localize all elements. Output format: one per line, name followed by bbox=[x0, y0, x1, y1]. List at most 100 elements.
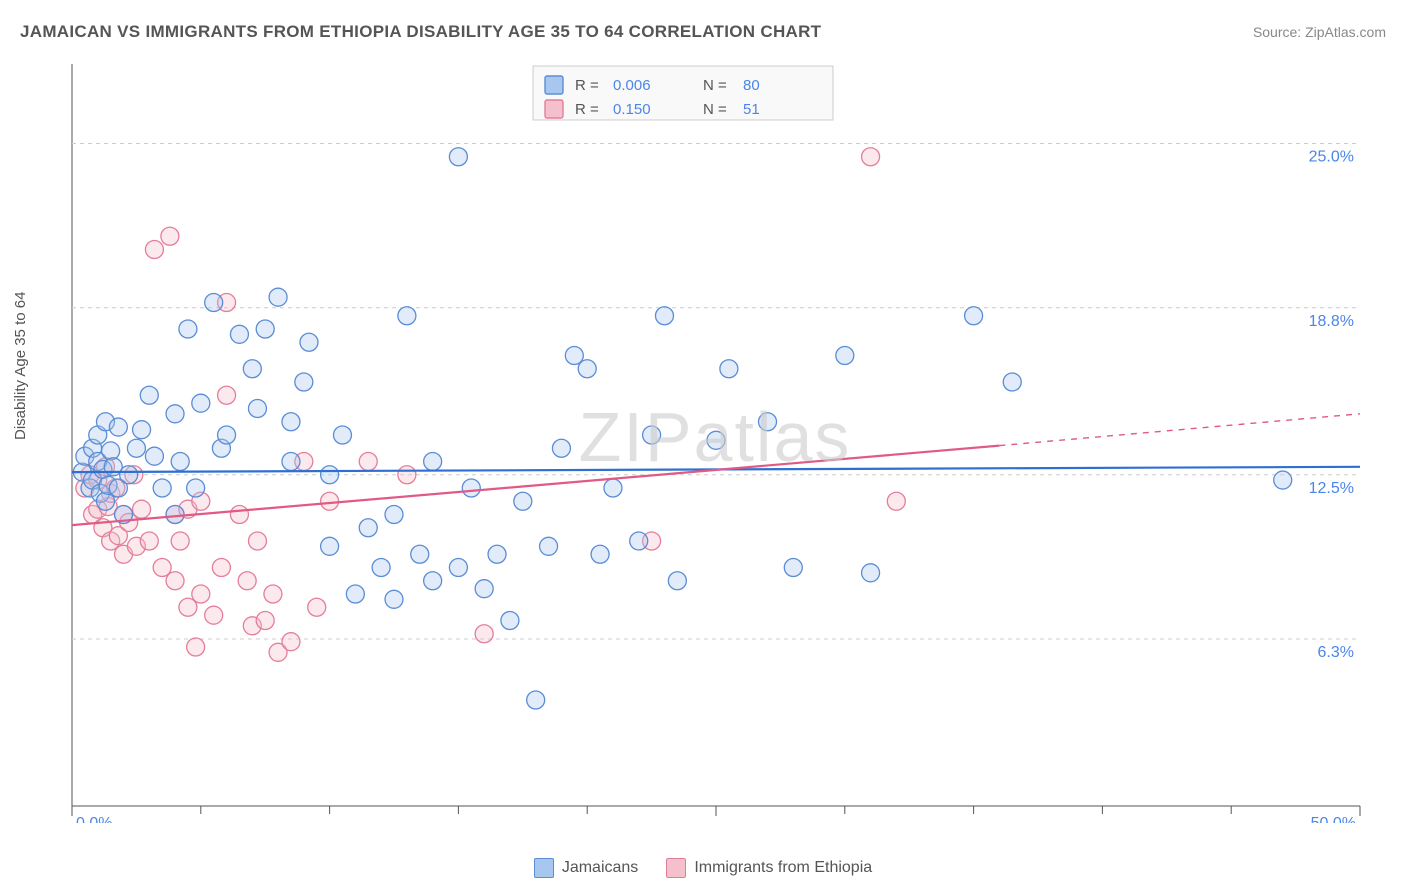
scatter-point bbox=[321, 466, 339, 484]
regression-line-extrapolated bbox=[999, 414, 1360, 446]
scatter-point bbox=[604, 479, 622, 497]
scatter-point bbox=[171, 532, 189, 550]
scatter-point bbox=[862, 564, 880, 582]
scatter-point bbox=[591, 545, 609, 563]
regression-line bbox=[72, 446, 999, 525]
scatter-point bbox=[166, 405, 184, 423]
legend-n-value: 80 bbox=[743, 77, 760, 94]
scatter-point bbox=[411, 545, 429, 563]
scatter-point bbox=[720, 360, 738, 378]
scatter-point bbox=[321, 492, 339, 510]
source-name: ZipAtlas.com bbox=[1305, 24, 1386, 40]
scatter-point bbox=[333, 426, 351, 444]
scatter-point bbox=[514, 492, 532, 510]
legend-r-label: R = bbox=[575, 101, 599, 118]
scatter-point bbox=[212, 559, 230, 577]
scatter-point bbox=[282, 453, 300, 471]
svg-text:25.0%: 25.0% bbox=[1309, 149, 1354, 166]
chart-title: JAMAICAN VS IMMIGRANTS FROM ETHIOPIA DIS… bbox=[20, 22, 821, 42]
scatter-point bbox=[346, 585, 364, 603]
scatter-point bbox=[140, 532, 158, 550]
svg-text:12.5%: 12.5% bbox=[1309, 480, 1354, 497]
scatter-point bbox=[127, 439, 145, 457]
scatter-point bbox=[501, 612, 519, 630]
scatter-point bbox=[836, 347, 854, 365]
scatter-point bbox=[282, 633, 300, 651]
scatter-point bbox=[385, 506, 403, 524]
scatter-point bbox=[643, 426, 661, 444]
scatter-point bbox=[161, 227, 179, 245]
scatter-point bbox=[166, 506, 184, 524]
scatter-point bbox=[153, 479, 171, 497]
scatter-point bbox=[300, 333, 318, 351]
legend-label: Immigrants from Ethiopia bbox=[694, 859, 872, 877]
scatter-point bbox=[372, 559, 390, 577]
scatter-point bbox=[133, 421, 151, 439]
scatter-point bbox=[965, 307, 983, 325]
scatter-point bbox=[462, 479, 480, 497]
legend-label: Jamaicans bbox=[562, 859, 638, 877]
legend-r-value: 0.006 bbox=[613, 77, 651, 94]
source-attribution: Source: ZipAtlas.com bbox=[1253, 24, 1386, 40]
scatter-point bbox=[243, 360, 261, 378]
scatter-point bbox=[1003, 373, 1021, 391]
scatter-point bbox=[707, 431, 725, 449]
scatter-point bbox=[248, 400, 266, 418]
scatter-point bbox=[759, 413, 777, 431]
scatter-point bbox=[192, 585, 210, 603]
plot-area: ZIPatlas 6.3%12.5%18.8%25.0%0.0%50.0%R =… bbox=[50, 58, 1380, 823]
scatter-point bbox=[552, 439, 570, 457]
scatter-point bbox=[192, 394, 210, 412]
scatter-chart: 6.3%12.5%18.8%25.0%0.0%50.0%R =0.006N =8… bbox=[50, 58, 1380, 823]
scatter-point bbox=[784, 559, 802, 577]
scatter-point bbox=[230, 325, 248, 343]
scatter-point bbox=[205, 294, 223, 312]
scatter-point bbox=[264, 585, 282, 603]
svg-text:6.3%: 6.3% bbox=[1318, 644, 1354, 661]
legend-r-value: 0.150 bbox=[613, 101, 651, 118]
scatter-point bbox=[133, 500, 151, 518]
legend-r-label: R = bbox=[575, 77, 599, 94]
scatter-point bbox=[171, 453, 189, 471]
legend-swatch bbox=[545, 100, 563, 118]
scatter-point bbox=[140, 386, 158, 404]
scatter-point bbox=[120, 466, 138, 484]
legend-n-value: 51 bbox=[743, 101, 760, 118]
scatter-point bbox=[166, 572, 184, 590]
scatter-point bbox=[385, 590, 403, 608]
svg-text:18.8%: 18.8% bbox=[1309, 313, 1354, 330]
scatter-point bbox=[102, 442, 120, 460]
scatter-point bbox=[655, 307, 673, 325]
scatter-point bbox=[475, 580, 493, 598]
legend-swatch bbox=[545, 76, 563, 94]
bottom-legend: Jamaicans Immigrants from Ethiopia bbox=[0, 858, 1406, 878]
scatter-point bbox=[256, 320, 274, 338]
scatter-point bbox=[230, 506, 248, 524]
scatter-point bbox=[540, 537, 558, 555]
source-label: Source: bbox=[1253, 24, 1305, 40]
scatter-point bbox=[321, 537, 339, 555]
scatter-point bbox=[248, 532, 266, 550]
y-axis-label: Disability Age 35 to 64 bbox=[12, 292, 29, 440]
scatter-point bbox=[578, 360, 596, 378]
scatter-point bbox=[398, 466, 416, 484]
scatter-point bbox=[187, 638, 205, 656]
svg-text:50.0%: 50.0% bbox=[1311, 815, 1356, 823]
scatter-point bbox=[218, 386, 236, 404]
scatter-point bbox=[282, 413, 300, 431]
legend-n-label: N = bbox=[703, 101, 727, 118]
legend-n-label: N = bbox=[703, 77, 727, 94]
scatter-point bbox=[218, 426, 236, 444]
legend-swatch bbox=[666, 858, 686, 878]
scatter-point bbox=[145, 241, 163, 259]
scatter-point bbox=[668, 572, 686, 590]
scatter-point bbox=[238, 572, 256, 590]
scatter-point bbox=[256, 612, 274, 630]
legend-swatch bbox=[534, 858, 554, 878]
scatter-point bbox=[424, 572, 442, 590]
scatter-point bbox=[449, 559, 467, 577]
scatter-point bbox=[887, 492, 905, 510]
scatter-point bbox=[862, 148, 880, 166]
scatter-point bbox=[1274, 471, 1292, 489]
legend-item-jamaicans: Jamaicans bbox=[534, 858, 638, 878]
